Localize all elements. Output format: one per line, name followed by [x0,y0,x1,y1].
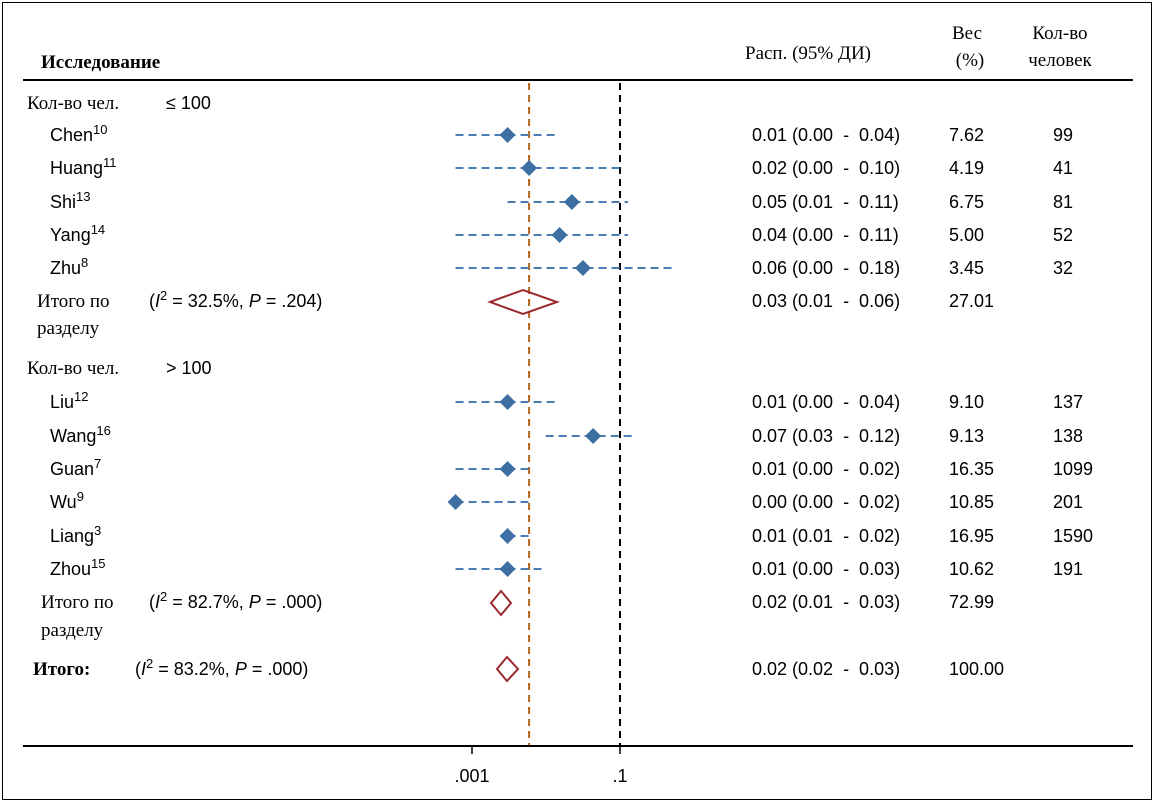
study-name: Guan7 [50,456,101,480]
header-study: Исследование [41,52,160,73]
point-estimate-marker [585,428,602,444]
subtotal-label-line1: Итого по [41,592,114,613]
study-name: Wang16 [50,423,111,447]
study-name: Zhou15 [50,556,106,580]
subtotal-label-line2: разделу [37,318,100,339]
weight-value: 3.45 [949,258,984,278]
weight-value: 5.00 [949,225,984,245]
subtotal-ci-text: 0.03 (0.01 - 0.06) [752,291,900,311]
subgroup-label: Кол-во чел. [27,358,119,379]
weight-value: 7.62 [949,125,984,145]
point-estimate-marker [499,528,516,544]
n-value: 32 [1053,258,1073,278]
subgroup-condition: ≤ 100 [166,93,211,113]
weight-value: 9.10 [949,392,984,412]
study-name: Wu9 [50,489,84,513]
ci-text: 0.01 (0.00 - 0.03) [752,559,900,579]
point-estimate-marker [499,394,516,410]
subtotal-weight: 72.99 [949,592,994,612]
overall-label: Итого: [33,659,90,680]
subtotal-label-line1: Итого по [37,291,110,312]
ci-text: 0.00 (0.00 - 0.02) [752,492,900,512]
header-ci: Расп. (95% ДИ) [745,43,871,64]
study-name: Yang14 [50,222,105,246]
n-value: 41 [1053,158,1073,178]
subtotal-diamond [487,288,561,316]
subtotal-label-line2: разделу [41,620,104,641]
n-value: 138 [1053,426,1083,446]
weight-value: 6.75 [949,192,984,212]
ci-text: 0.07 (0.03 - 0.12) [752,426,900,446]
subgroup-label: Кол-во чел. [27,93,119,114]
subtotal-heterogeneity: (I2 = 82.7%, P = .000) [149,589,322,613]
header-weight-line2: (%) [956,50,984,71]
subtotal-ci-text: 0.02 (0.01 - 0.03) [752,592,900,612]
overall-ci-text: 0.02 (0.02 - 0.03) [752,659,900,679]
ci-text: 0.05 (0.01 - 0.11) [752,192,899,212]
ci-text: 0.01 (0.00 - 0.04) [752,392,900,412]
subtotal-heterogeneity: (I2 = 32.5%, P = .204) [149,288,322,312]
study-name: Liang3 [50,523,101,547]
weight-value: 9.13 [949,426,984,446]
point-estimate-marker [521,160,538,176]
study-name: Chen10 [50,122,108,146]
weight-value: 4.19 [949,158,984,178]
overall-heterogeneity: (I2 = 83.2%, P = .000) [135,656,308,680]
n-value: 52 [1053,225,1073,245]
point-estimate-marker [499,461,516,477]
n-value: 1099 [1053,459,1093,479]
subtotal-diamond [489,589,513,617]
study-name: Shi13 [50,189,90,213]
ci-text: 0.06 (0.00 - 0.18) [752,258,900,278]
point-estimate-marker [499,561,516,577]
point-estimate-marker [499,127,516,143]
ci-text: 0.01 (0.01 - 0.02) [752,526,900,546]
study-name: Liu12 [50,389,89,413]
n-value: 1590 [1053,526,1093,546]
header-weight-line1: Вес [952,23,982,44]
overall-weight: 100.00 [949,659,1004,679]
ci-text: 0.04 (0.00 - 0.11) [752,225,899,245]
ci-text: 0.02 (0.00 - 0.10) [752,158,900,178]
overall-diamond [495,655,520,683]
ci-text: 0.01 (0.00 - 0.02) [752,459,900,479]
header-n-line2: человек [1028,50,1092,71]
x-tick-label: .001 [454,766,489,786]
study-name: Zhu8 [50,255,88,279]
n-value: 201 [1053,492,1083,512]
n-value: 191 [1053,559,1083,579]
header-n-line1: Кол-во [1032,23,1087,44]
point-estimate-marker [551,227,568,243]
point-estimate-marker [447,494,464,510]
forest-plot: Исследование Расп. (95% ДИ) Вес (%) Кол-во че… [23,23,1133,786]
x-tick-label: .1 [612,766,627,786]
point-estimate-marker [563,194,580,210]
study-name: Huang11 [50,155,117,179]
subgroup-condition: > 100 [166,358,212,378]
n-value: 137 [1053,392,1083,412]
subtotal-weight: 27.01 [949,291,994,311]
point-estimate-marker [574,260,591,276]
weight-value: 10.85 [949,492,994,512]
ci-text: 0.01 (0.00 - 0.04) [752,125,900,145]
weight-value: 16.95 [949,526,994,546]
weight-value: 10.62 [949,559,994,579]
n-value: 81 [1053,192,1073,212]
weight-value: 16.35 [949,459,994,479]
n-value: 99 [1053,125,1073,145]
